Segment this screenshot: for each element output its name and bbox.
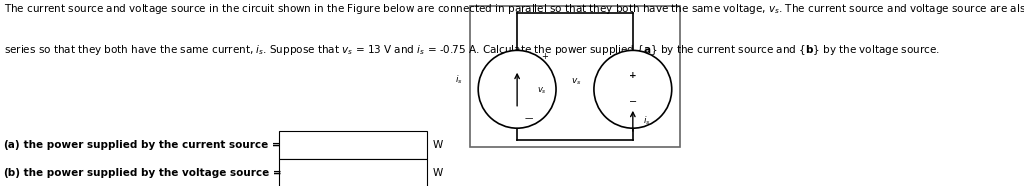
Bar xyxy=(279,158,427,186)
Text: —: — xyxy=(524,114,532,123)
Text: (b): (b) xyxy=(3,168,20,178)
Bar xyxy=(470,6,680,147)
Text: the power supplied by the voltage source =: the power supplied by the voltage source… xyxy=(20,168,282,178)
Text: The current source and voltage source in the circuit shown in the Figure below a: The current source and voltage source in… xyxy=(4,2,1024,16)
Text: W: W xyxy=(433,140,443,150)
Text: $v_s$: $v_s$ xyxy=(537,86,547,97)
Text: $i_s$: $i_s$ xyxy=(455,73,463,86)
Text: $i_s$: $i_s$ xyxy=(643,115,651,127)
Text: series so that they both have the same current, $i_s$. Suppose that $v_s$ = 13 V: series so that they both have the same c… xyxy=(4,43,940,57)
Text: W: W xyxy=(433,168,443,178)
Text: +: + xyxy=(629,71,637,80)
Text: $v_s$: $v_s$ xyxy=(571,76,582,87)
Ellipse shape xyxy=(478,50,556,128)
Text: the power supplied by the current source =: the power supplied by the current source… xyxy=(20,140,282,150)
Text: +: + xyxy=(541,52,548,61)
Text: −: − xyxy=(629,97,637,107)
Bar xyxy=(279,131,427,159)
Text: (a): (a) xyxy=(3,140,19,150)
Ellipse shape xyxy=(594,50,672,128)
